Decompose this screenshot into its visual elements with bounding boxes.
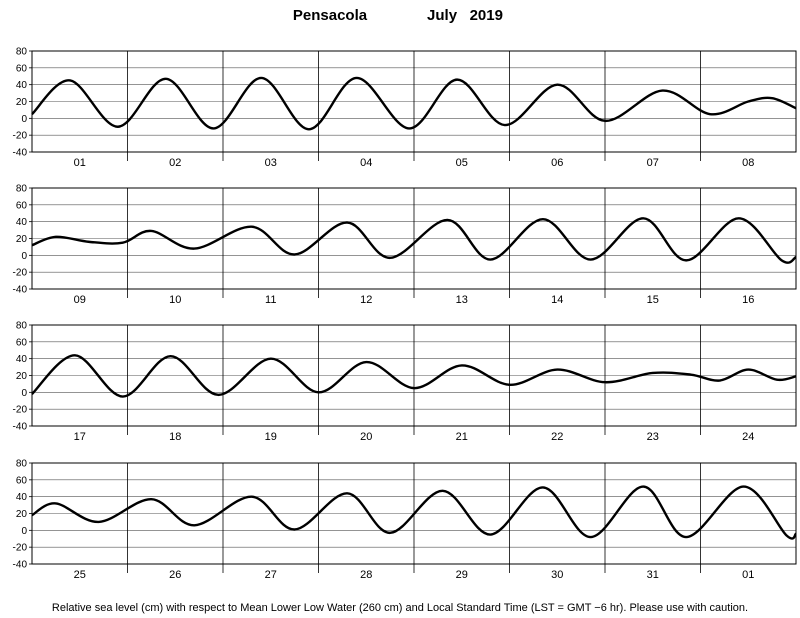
tide-line-series [31,354,797,398]
panel-4: 80 60 40 20 0 -20 -40 25 26 27 28 29 30 31 01 [13,459,797,581]
day-label: 08 [742,157,754,169]
day-label: 26 [169,569,181,581]
tide-line-series [31,485,797,540]
y-tick-label: -20 [13,131,28,142]
day-label: 19 [265,431,277,443]
y-tick-label: -40 [13,560,28,571]
y-tick-label: 80 [16,47,28,58]
day-label: 10 [169,294,181,306]
y-tick-label: 60 [16,200,28,211]
day-label: 02 [169,157,181,169]
chart-panels: 80 60 40 20 0 -20 -40 01 02 03 04 05 06 07 08 80 60 40 20 0… [13,47,797,581]
y-tick-label: 80 [16,321,28,332]
y-tick-label: -20 [13,405,28,416]
y-tick-label: -20 [13,543,28,554]
y-tick-label: 60 [16,475,28,486]
day-label: 07 [647,157,659,169]
day-label: 31 [647,569,659,581]
tide-line-series [31,217,797,264]
y-tick-label: 40 [16,354,28,365]
day-label: 17 [74,431,86,443]
day-label: 09 [74,294,86,306]
day-label: 20 [360,431,372,443]
day-label: 16 [742,294,754,306]
y-tick-label: 0 [21,526,27,537]
y-tick-label: 20 [16,234,28,245]
tide-line-series [31,76,797,131]
y-tick-label: -20 [13,268,28,279]
day-label: 28 [360,569,372,581]
y-tick-label: 20 [16,97,28,108]
y-tick-label: 80 [16,184,28,195]
day-label: 14 [551,294,563,306]
panel-1: 80 60 40 20 0 -20 -40 01 02 03 04 05 06 07 08 [13,47,797,169]
panel-frame [31,50,797,153]
panel-2: 80 60 40 20 0 -20 -40 09 10 11 12 13 14 15 16 [13,184,797,306]
day-label: 25 [74,569,86,581]
day-label: 01 [74,157,86,169]
chart-title-station: Pensacola [293,7,368,24]
day-label: 03 [265,157,277,169]
day-label: 21 [456,431,468,443]
day-label: 05 [456,157,468,169]
day-label: 24 [742,431,754,443]
day-label: 13 [456,294,468,306]
panel-3: 80 60 40 20 0 -20 -40 17 18 19 20 21 22 23 24 [13,321,797,443]
panel-frame [31,187,797,290]
day-label: 12 [360,294,372,306]
y-tick-label: -40 [13,422,28,433]
y-tick-label: 60 [16,63,28,74]
y-tick-label: -40 [13,148,28,159]
day-label: 27 [265,569,277,581]
day-label: 15 [647,294,659,306]
day-label: 04 [360,157,372,169]
y-tick-label: 0 [21,251,27,262]
y-tick-label: 20 [16,509,28,520]
day-label: 11 [265,294,276,306]
y-tick-label: 80 [16,459,28,470]
day-label: 23 [647,431,659,443]
day-label: 06 [551,157,563,169]
y-tick-label: -40 [13,285,28,296]
y-tick-label: 40 [16,80,28,91]
chart-title-date: July 2019 [427,7,503,24]
panel-frame [31,462,797,565]
day-label: 29 [456,569,468,581]
y-tick-label: 40 [16,492,28,503]
y-tick-label: 0 [21,114,27,125]
y-tick-label: 20 [16,371,28,382]
day-label: 22 [551,431,563,443]
y-tick-label: 40 [16,217,28,228]
day-label: 18 [169,431,181,443]
chart-footer-note: Relative sea level (cm) with respect to … [52,602,748,614]
day-label: 01 [742,569,754,581]
day-label: 30 [551,569,563,581]
y-tick-label: 0 [21,388,27,399]
panel-frame [31,324,797,427]
y-tick-label: 60 [16,337,28,348]
